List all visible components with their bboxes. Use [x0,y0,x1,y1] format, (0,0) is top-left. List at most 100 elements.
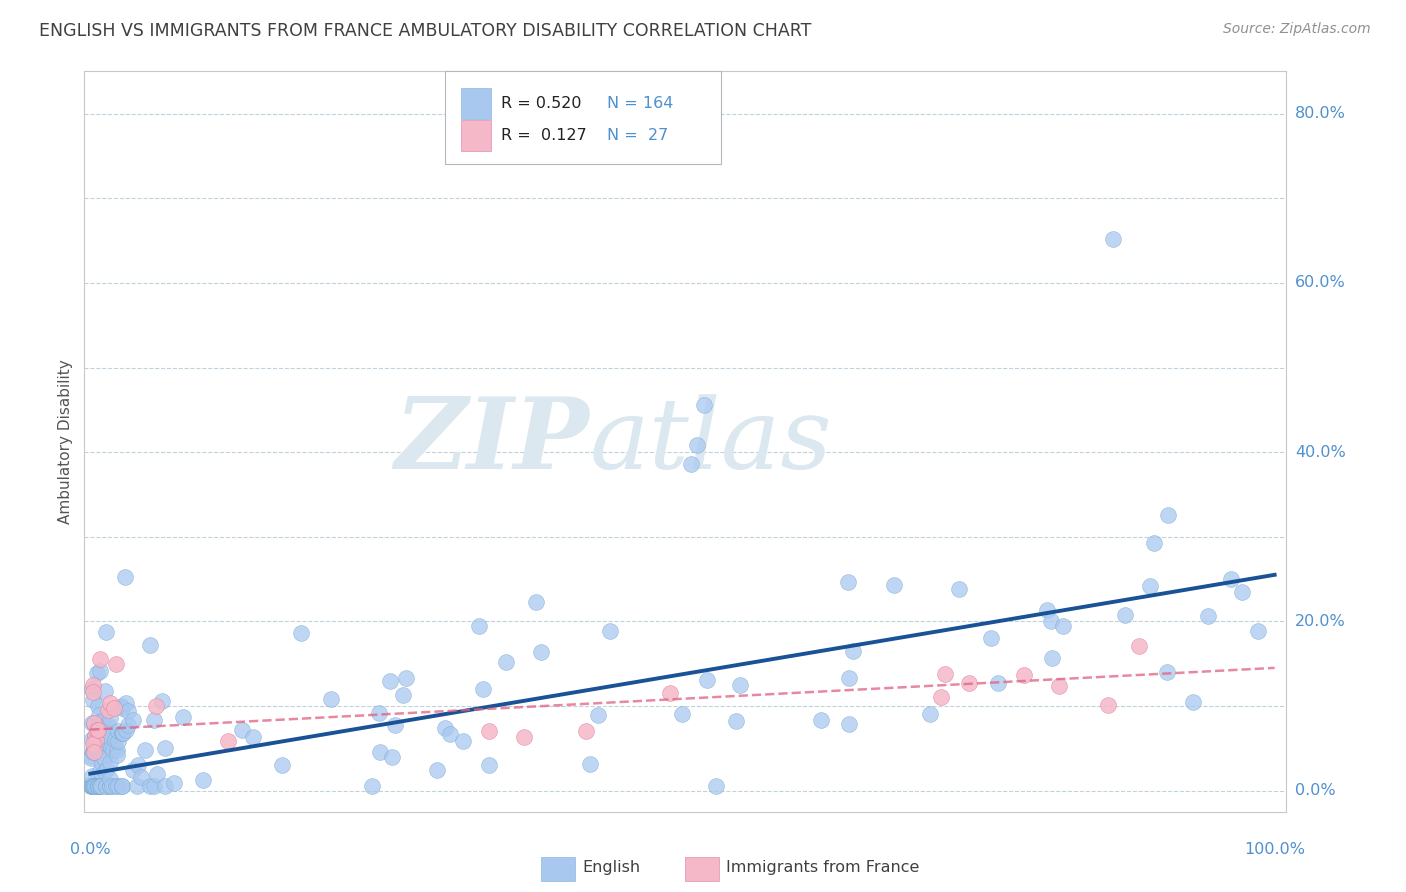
Point [433,722,456,736]
Point [97,718,120,732]
Point [87,780,110,794]
Point [948,582,970,596]
Point [681,457,703,471]
Point [271,758,294,772]
Point [87,733,110,747]
Bar [541,857,575,880]
Point [495,655,517,669]
Point [107,780,129,794]
Point [599,624,621,639]
Point [134,743,156,757]
Point [98,755,121,769]
Point [524,595,547,609]
Point [80,750,103,764]
Text: Source: ZipAtlas.com: Source: ZipAtlas.com [1223,22,1371,37]
Point [696,673,718,687]
Point [104,732,127,747]
Point [82,692,104,706]
Point [80,749,103,764]
Point [957,676,980,690]
Point [512,730,534,744]
Point [87,780,110,794]
Point [579,756,602,771]
Point [1143,535,1166,549]
Point [86,731,108,745]
Point [153,740,176,755]
Point [392,688,415,702]
Point [83,729,105,743]
Point [83,741,105,756]
Point [242,730,264,744]
Point [384,718,406,732]
Point [451,733,474,747]
Point [84,742,107,756]
Point [426,763,449,777]
FancyBboxPatch shape [446,71,721,164]
Point [82,715,104,730]
Point [98,780,121,794]
Bar [461,120,491,152]
Point [838,672,860,686]
Point [82,769,104,783]
Point [80,780,103,794]
Point [193,772,215,787]
Point [117,705,139,719]
Point [94,780,117,794]
Point [980,631,1002,645]
Point [1014,668,1036,682]
Point [290,625,312,640]
Point [105,743,128,757]
Point [87,723,110,737]
Y-axis label: Ambulatory Disability: Ambulatory Disability [58,359,73,524]
Point [153,780,176,794]
Point [231,723,253,738]
Point [145,699,167,714]
Point [111,725,134,739]
Point [115,696,138,710]
Point [139,780,162,794]
Text: 100.0%: 100.0% [1244,842,1305,857]
Point [143,780,166,794]
Text: N = 164: N = 164 [607,95,673,111]
Point [98,780,121,794]
Text: 0.0%: 0.0% [1295,783,1336,798]
Point [588,707,610,722]
Point [125,780,148,794]
Point [439,727,461,741]
Point [82,780,104,794]
Point [94,764,117,779]
Text: R =  0.127: R = 0.127 [502,128,588,144]
Point [91,736,114,750]
Point [83,715,105,730]
Point [146,767,169,781]
Point [121,763,143,777]
Point [82,685,104,699]
Point [87,708,110,723]
Point [100,711,122,725]
Point [1156,665,1178,680]
Point [1102,232,1125,246]
Point [810,713,832,727]
Point [82,678,104,692]
Point [83,780,105,794]
Text: N =  27: N = 27 [607,128,668,144]
Point [89,652,111,666]
Point [100,741,122,756]
Point [105,780,128,794]
Point [103,701,125,715]
Point [1182,695,1205,709]
Point [117,718,139,732]
Point [934,666,956,681]
Point [1139,579,1161,593]
Point [86,723,108,737]
Point [217,734,239,748]
Point [127,758,149,772]
Point [80,780,103,794]
Text: ZIP: ZIP [394,393,589,490]
Point [84,729,107,743]
Point [86,666,108,681]
Bar [461,87,491,119]
Point [111,780,134,794]
Point [575,724,598,739]
Point [83,741,105,756]
